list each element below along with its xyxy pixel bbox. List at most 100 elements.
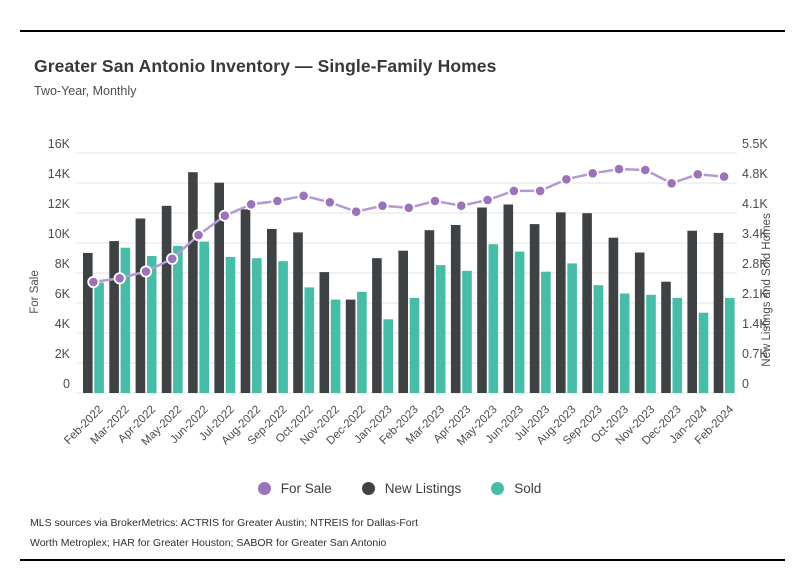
for-sale-point: [665, 177, 678, 190]
legend-label: For Sale: [280, 481, 332, 496]
for-sale-point: [534, 184, 547, 198]
bar-new-listings: [267, 228, 277, 393]
right-axis-tick: 0.7K: [742, 347, 768, 361]
bar-new-listings: [188, 172, 198, 393]
bar-new-listings: [661, 281, 671, 393]
bar-new-listings: [161, 205, 172, 393]
for-sale-point: [717, 170, 731, 183]
for-sale-point: [139, 265, 153, 278]
bar-new-listings: [372, 258, 382, 393]
for-sale-point: [455, 199, 468, 212]
for-sale-point: [166, 252, 179, 265]
for-sale-swatch-icon: [257, 482, 271, 495]
bar-sold: [462, 270, 472, 393]
chart-subtitle: Two-Year, Monthly: [34, 84, 137, 98]
legend-item-for-sale: For Sale: [257, 481, 332, 496]
for-sale-point: [245, 198, 258, 211]
for-sale-point: [323, 196, 336, 209]
bar-new-listings: [240, 209, 251, 393]
right-axis-tick: 4.8K: [742, 167, 768, 181]
bottom-rule: [20, 559, 785, 561]
bar-sold: [330, 299, 341, 393]
bar-new-listings: [582, 213, 592, 393]
left-axis-tick: 6K: [55, 287, 71, 301]
for-sale-point: [350, 205, 363, 218]
for-sale-point: [586, 167, 599, 180]
bar-sold: [146, 256, 157, 393]
for-sale-point: [218, 209, 231, 222]
left-axis-tick: 0: [63, 377, 70, 391]
for-sale-point: [639, 163, 652, 177]
bar-new-listings: [83, 252, 93, 393]
for-sale-point: [428, 194, 442, 208]
bar-sold: [672, 297, 683, 393]
bar-sold: [199, 241, 209, 393]
bar-new-listings: [424, 230, 435, 393]
new-listings-swatch-icon: [361, 482, 375, 495]
left-axis-tick: 16K: [48, 137, 71, 151]
bar-new-listings: [477, 207, 487, 393]
right-axis-tick: 2.1K: [742, 287, 768, 301]
bar-new-listings: [345, 299, 356, 393]
bar-sold: [593, 285, 604, 393]
bar-sold: [120, 247, 131, 393]
for-sale-point: [481, 193, 494, 207]
left-axis-tick: 12K: [48, 197, 71, 211]
bar-new-listings: [109, 241, 119, 393]
bar-new-listings: [529, 224, 540, 393]
bar-sold: [304, 287, 315, 393]
bar-sold: [225, 256, 236, 393]
bar-sold: [567, 263, 577, 393]
legend-label: New Listings: [384, 481, 462, 496]
left-axis-tick: 10K: [48, 227, 71, 241]
bar-new-listings: [556, 212, 566, 393]
for-sale-point: [87, 275, 100, 289]
for-sale-point: [376, 199, 389, 212]
for-sale-point: [402, 201, 415, 214]
bar-new-listings: [214, 182, 224, 393]
bar-sold: [488, 244, 499, 393]
for-sale-line: [93, 167, 725, 284]
bar-sold: [252, 258, 262, 393]
chart-legend: For Sale New Listings Sold: [0, 481, 799, 496]
bar-sold: [698, 312, 709, 393]
bar-new-listings: [319, 272, 330, 393]
bar-sold: [514, 251, 525, 393]
for-sale-point: [691, 168, 704, 181]
bar-new-listings: [608, 237, 619, 393]
sold-swatch-icon: [491, 482, 505, 495]
bar-new-listings: [135, 218, 146, 393]
legend-item-sold: Sold: [491, 481, 541, 496]
bar-sold: [357, 291, 367, 393]
right-axis-tick: 5.5K: [742, 137, 768, 151]
legend-label: Sold: [514, 481, 542, 496]
left-axis-tick: 8K: [55, 257, 71, 271]
bar-new-listings: [634, 252, 645, 393]
inventory-chart: 0 2K 4K 6K 8K 10K 12K 14K 16K 0 0.7K 1.4K 2.1K 2.8K 3.…: [29, 137, 773, 448]
right-axis-title: New Listings and Sold Homes: [761, 213, 773, 367]
bar-sold: [619, 293, 630, 393]
for-sale-point: [271, 194, 284, 208]
top-rule: [20, 30, 785, 32]
bar-new-listings: [713, 232, 724, 393]
legend-item-new-listings: New Listings: [361, 481, 462, 496]
source-note-line1: MLS sources via BrokerMetrics: ACTRIS fo…: [30, 517, 419, 529]
bar-sold: [173, 245, 183, 393]
left-axis-title: For Sale: [29, 270, 41, 313]
bar-sold: [435, 265, 446, 393]
right-axis-tick: 3.4K: [742, 227, 768, 241]
right-axis-tick: 1.4K: [742, 317, 768, 331]
left-axis-tick: 14K: [48, 167, 71, 181]
bar-sold: [278, 261, 288, 393]
left-axis-tick: 2K: [55, 347, 71, 361]
bar-sold: [409, 297, 420, 393]
for-sale-point: [297, 189, 310, 202]
bar-new-listings: [398, 250, 408, 393]
bar-sold: [94, 282, 104, 393]
chart-title: Greater San Antonio Inventory — Single-F…: [34, 56, 497, 76]
for-sale-point: [612, 162, 626, 176]
for-sale-point: [192, 229, 205, 242]
source-note: MLS sources via BrokerMetrics: ACTRIS fo…: [30, 514, 418, 553]
for-sale-point: [113, 272, 126, 285]
